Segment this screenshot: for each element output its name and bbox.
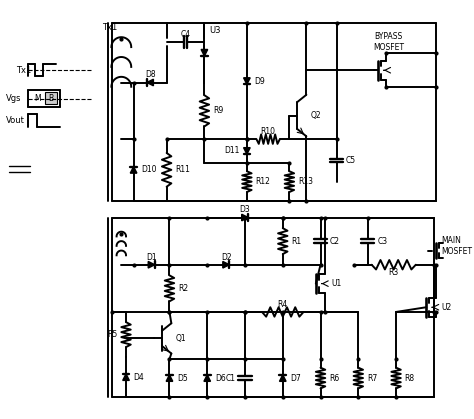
- Bar: [45, 92, 57, 104]
- Text: Vgs: Vgs: [6, 94, 22, 103]
- Text: U2: U2: [441, 303, 452, 312]
- Text: R5: R5: [107, 330, 118, 339]
- Text: D2: D2: [221, 253, 231, 262]
- Text: D11: D11: [224, 147, 239, 155]
- Text: R12: R12: [255, 177, 270, 186]
- Text: R8: R8: [405, 374, 415, 383]
- Text: R7: R7: [367, 374, 377, 383]
- Text: R9: R9: [213, 106, 223, 115]
- Text: D1: D1: [146, 253, 157, 262]
- Text: U1: U1: [331, 279, 341, 288]
- Text: D5: D5: [177, 374, 188, 383]
- Text: MAIN
MOSFET: MAIN MOSFET: [441, 236, 473, 256]
- Polygon shape: [244, 78, 250, 84]
- Text: U3: U3: [209, 26, 220, 35]
- Text: R3: R3: [389, 268, 399, 277]
- Polygon shape: [223, 261, 229, 268]
- Polygon shape: [204, 375, 210, 381]
- Text: R2: R2: [178, 284, 188, 293]
- Text: R13: R13: [298, 177, 313, 186]
- Text: R10: R10: [261, 127, 276, 136]
- Text: Vout: Vout: [6, 116, 25, 125]
- Text: R11: R11: [175, 166, 190, 174]
- Text: Q2: Q2: [310, 111, 321, 120]
- Text: C1: C1: [226, 374, 236, 383]
- Polygon shape: [166, 375, 173, 381]
- Text: C2: C2: [330, 237, 340, 246]
- Text: Tx1: Tx1: [16, 66, 31, 75]
- Polygon shape: [242, 214, 248, 221]
- Polygon shape: [280, 375, 286, 381]
- Text: R6: R6: [329, 374, 339, 383]
- Polygon shape: [123, 374, 129, 380]
- Text: C5: C5: [346, 156, 356, 165]
- Text: Tx1: Tx1: [102, 23, 118, 32]
- Polygon shape: [130, 166, 137, 173]
- Polygon shape: [201, 49, 208, 56]
- Text: M: M: [34, 94, 41, 103]
- Text: D4: D4: [134, 372, 144, 382]
- Text: D7: D7: [290, 374, 301, 383]
- Text: D10: D10: [141, 166, 156, 174]
- Text: D3: D3: [240, 205, 250, 215]
- Text: C3: C3: [377, 237, 387, 246]
- Polygon shape: [244, 147, 250, 154]
- Text: BYPASS
MOSFET: BYPASS MOSFET: [373, 32, 404, 52]
- Text: R1: R1: [291, 237, 301, 246]
- Text: D8: D8: [145, 70, 155, 80]
- Text: C4: C4: [181, 30, 191, 39]
- Text: D6: D6: [215, 374, 226, 383]
- Polygon shape: [147, 79, 154, 86]
- Text: Q1: Q1: [175, 334, 186, 343]
- Text: B: B: [48, 94, 53, 103]
- Polygon shape: [148, 261, 155, 268]
- Text: D9: D9: [255, 77, 265, 85]
- Text: R4: R4: [278, 300, 288, 309]
